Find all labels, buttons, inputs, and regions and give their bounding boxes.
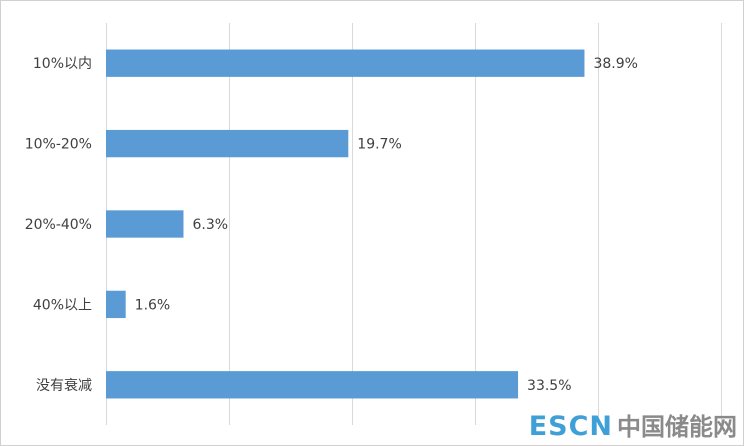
- watermark-latin: ESCN: [528, 411, 613, 442]
- value-labels: 38.9% 19.7% 6.3% 1.6% 33.5%: [135, 56, 638, 394]
- bar: [106, 371, 519, 399]
- category-label: 20%-40%: [25, 217, 92, 233]
- category-label: 10%以内: [33, 56, 92, 72]
- bar: [106, 290, 126, 319]
- value-label: 19.7%: [357, 137, 401, 153]
- value-label: 38.9%: [593, 56, 637, 72]
- category-label: 40%以上: [33, 297, 92, 313]
- watermark-cjk: 中国储能网: [617, 413, 737, 441]
- value-label: 33.5%: [527, 378, 571, 394]
- bar: [106, 129, 349, 158]
- escn-watermark-logo: ESCN 中国储能网: [529, 407, 737, 442]
- gridlines: [106, 23, 722, 425]
- bar: [106, 49, 585, 77]
- value-label: 6.3%: [192, 217, 228, 233]
- value-label: 1.6%: [135, 297, 171, 313]
- bars: [106, 49, 585, 399]
- category-label: 没有衰减: [36, 377, 92, 394]
- category-label: 10%-20%: [25, 137, 92, 153]
- bar: [106, 210, 184, 238]
